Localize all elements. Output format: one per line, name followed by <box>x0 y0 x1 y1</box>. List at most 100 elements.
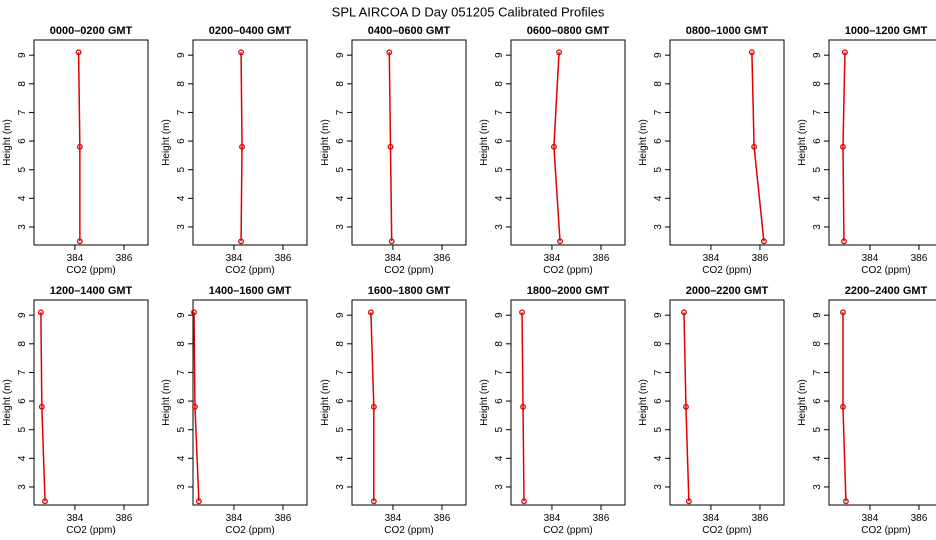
y-tick-label: 8 <box>653 341 664 347</box>
profile-line <box>193 312 200 502</box>
profile-point <box>195 498 202 505</box>
profile-line <box>751 52 765 242</box>
x-tick-label: 384 <box>862 513 879 524</box>
y-tick-label: 6 <box>176 398 187 404</box>
plot-frame <box>828 299 936 506</box>
x-tick-label: 386 <box>434 253 451 264</box>
x-tick-label: 386 <box>752 513 769 524</box>
x-tick-label: 386 <box>116 253 133 264</box>
profile-point <box>370 498 377 505</box>
y-tick-label: 6 <box>812 398 823 404</box>
y-tick-label: 3 <box>812 224 823 230</box>
panel-title: 0400–0600 GMT <box>368 25 451 37</box>
y-tick-label: 6 <box>653 138 664 144</box>
profile-line <box>240 52 243 242</box>
y-axis-label: Height (m) <box>797 119 808 166</box>
profile-point <box>367 309 374 316</box>
y-tick-label: 8 <box>335 81 346 87</box>
x-axis-label: CO2 (ppm) <box>384 265 433 276</box>
y-tick-label: 3 <box>653 224 664 230</box>
profile-point <box>682 403 689 410</box>
y-tick-label: 8 <box>494 81 505 87</box>
panel: 1400–1600 GMT 384 386 3 4 5 6 7 8 9 CO2 (ppm) Heigh… <box>161 285 308 536</box>
plot-frame <box>669 299 785 506</box>
y-tick-label: 9 <box>494 312 505 318</box>
x-tick-label: 386 <box>911 253 928 264</box>
y-tick-label: 5 <box>176 426 187 432</box>
x-axis-label: CO2 (ppm) <box>702 525 751 536</box>
y-tick-label: 7 <box>335 109 346 115</box>
panel: 1800–2000 GMT 384 386 3 4 5 6 7 8 9 CO2 (ppm) Heigh… <box>479 285 626 536</box>
profile-point <box>841 238 847 245</box>
y-tick-label: 4 <box>335 195 346 201</box>
plot-frame <box>33 299 149 506</box>
panel: 1200–1400 GMT 384 386 3 4 5 6 7 8 9 CO2 (ppm) Heigh… <box>2 285 149 536</box>
x-tick-label: 386 <box>275 513 292 524</box>
y-tick-label: 8 <box>17 81 28 87</box>
panel: 1000–1200 GMT 384 386 3 4 5 6 7 8 9 CO2 (ppm) Heigh… <box>797 25 936 276</box>
x-tick-label: 384 <box>385 513 402 524</box>
x-tick-label: 384 <box>544 253 561 264</box>
y-axis-label: Height (m) <box>2 379 13 426</box>
profile-point <box>238 49 245 56</box>
x-axis-label: CO2 (ppm) <box>861 265 910 276</box>
profile-point <box>840 143 846 150</box>
y-axis-label: Height (m) <box>161 119 172 166</box>
profile-point <box>239 143 245 150</box>
y-tick-label: 5 <box>335 426 346 432</box>
panel-title: 1000–1200 GMT <box>845 25 928 37</box>
y-tick-label: 6 <box>653 398 664 404</box>
x-axis-label: CO2 (ppm) <box>225 265 274 276</box>
panel-title: 0600–0800 GMT <box>527 25 610 37</box>
plot-frame <box>33 39 149 246</box>
y-tick-label: 3 <box>17 224 28 230</box>
profile-point <box>760 238 767 245</box>
y-tick-label: 7 <box>17 369 28 375</box>
y-tick-label: 8 <box>494 341 505 347</box>
y-axis-label: Height (m) <box>161 379 172 426</box>
x-tick-label: 386 <box>434 513 451 524</box>
x-tick-label: 386 <box>593 253 610 264</box>
profile-line <box>553 52 561 242</box>
profile-point <box>681 309 687 316</box>
y-tick-label: 5 <box>494 166 505 172</box>
y-tick-label: 7 <box>653 369 664 375</box>
y-tick-label: 9 <box>335 52 346 58</box>
y-tick-label: 9 <box>176 52 187 58</box>
y-tick-label: 7 <box>812 109 823 115</box>
panel: 1600–1800 GMT 384 386 3 4 5 6 7 8 9 CO2 (ppm) Heigh… <box>320 285 467 536</box>
y-tick-label: 6 <box>17 138 28 144</box>
y-tick-label: 7 <box>17 109 28 115</box>
plot-frame <box>510 299 626 506</box>
panel-title: 2000–2200 GMT <box>686 285 769 297</box>
y-tick-label: 8 <box>17 341 28 347</box>
y-tick-label: 3 <box>17 484 28 490</box>
y-tick-label: 9 <box>653 312 664 318</box>
panel: 2200–2400 GMT 384 386 3 4 5 6 7 8 9 CO2 (ppm) Heigh… <box>797 285 936 536</box>
x-tick-label: 384 <box>544 513 561 524</box>
profile-point <box>387 143 394 150</box>
profile-line <box>521 312 525 502</box>
y-tick-label: 7 <box>812 369 823 375</box>
y-tick-label: 4 <box>176 455 187 461</box>
profile-point <box>842 498 849 505</box>
plot-frame <box>351 299 467 506</box>
plot-frame <box>192 39 308 246</box>
profile-point <box>386 49 393 56</box>
y-tick-label: 4 <box>653 455 664 461</box>
profile-point <box>238 238 245 245</box>
x-axis-label: CO2 (ppm) <box>225 525 274 536</box>
panel: 0800–1000 GMT 384 386 3 4 5 6 7 8 9 CO2 (ppm) Heigh… <box>638 25 785 276</box>
x-axis-label: CO2 (ppm) <box>543 525 592 536</box>
y-tick-label: 9 <box>494 52 505 58</box>
profile-point <box>520 403 526 410</box>
y-tick-label: 4 <box>812 455 823 461</box>
y-tick-label: 7 <box>335 369 346 375</box>
plot-frame <box>351 39 467 246</box>
y-axis-label: Height (m) <box>479 379 490 426</box>
profile-point <box>840 309 846 316</box>
y-tick-label: 4 <box>494 195 505 201</box>
y-axis-label: Height (m) <box>320 379 331 426</box>
profile-point <box>556 49 563 56</box>
y-tick-label: 9 <box>17 52 28 58</box>
